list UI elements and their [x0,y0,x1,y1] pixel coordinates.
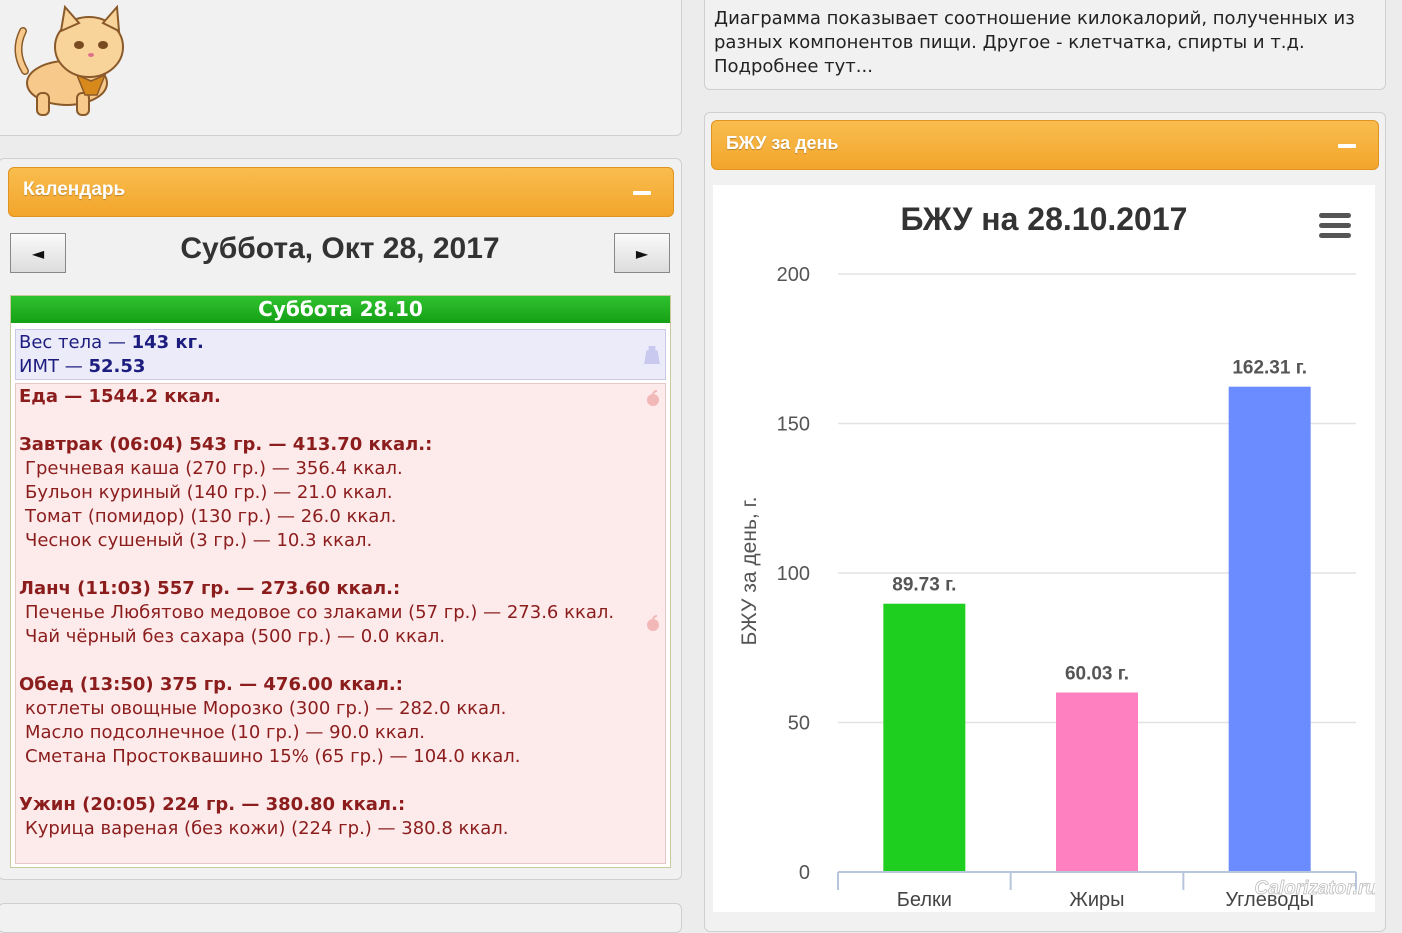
meal-item: котлеты овощные Морозко (300 гр.) — 282.… [25,698,507,719]
bar-1[interactable] [1056,692,1138,872]
y-axis-label: БЖУ за день, г. [738,496,761,645]
bar-0[interactable] [883,603,966,872]
info-panel: Диаграмма показывает соотношение килокал… [704,0,1386,90]
calendar-date: Суббота, Окт 28, 2017 [180,232,500,265]
y-tick-label: 50 [788,713,810,735]
y-tick-label: 0 [799,862,810,884]
meal-item: Сметана Простоквашино 15% (65 гр.) — 104… [25,746,521,767]
collapse-icon[interactable] [1338,144,1356,148]
meal-item: Курица вареная (без кожи) (224 гр.) — 38… [25,818,509,839]
day-header: Суббота 28.10 [11,296,670,323]
info-more-link[interactable]: Подробнее тут... [714,56,873,77]
x-tick-label: Углеводы [1225,889,1314,911]
scale-icon[interactable] [643,346,661,364]
y-tick-label: 100 [777,563,810,585]
meal-item: Гречневая каша (270 гр.) — 356.4 ккал. [25,458,403,479]
apple-icon[interactable] [645,390,661,406]
x-tick-label: Белки [897,889,952,911]
meal-item: Масло подсолнечное (10 гр.) — 90.0 ккал. [25,722,425,743]
weight-label: Вес тела — [19,332,132,353]
meal-group: Ланч (11:03) 557 гр. — 273.60 ккал.: Печ… [19,577,662,649]
collapse-icon[interactable] [633,191,651,195]
bar-2[interactable] [1228,386,1311,872]
meal-title: Ланч (11:03) 557 гр. — 273.60 ккал.: [19,578,401,599]
prev-day-button[interactable]: ◄ [10,233,66,273]
chart-title: БЖУ на 28.10.2017 [901,201,1188,237]
meal-title: Обед (13:50) 375 гр. — 476.00 ккал.: [19,674,403,695]
next-day-button[interactable]: ► [614,233,670,273]
meal-group: Обед (13:50) 375 гр. — 476.00 ккал.: кот… [19,673,662,769]
apple-icon[interactable] [645,615,661,631]
meal-item: Чай чёрный без сахара (500 гр.) — 0.0 кк… [25,626,446,647]
meal-item: Бульон куриный (140 гр.) — 21.0 ккал. [25,482,393,503]
data-label: 162.31 г. [1232,358,1307,379]
weight-value: 143 кг. [131,332,204,353]
food-block: Еда — 1544.2 ккал. Завтрак (06:04) 543 г… [15,383,666,864]
bmi-value: 52.53 [88,356,146,377]
bju-header[interactable]: БЖУ за день [711,120,1379,170]
bju-chart-svg: БЖУ на 28.10.2017 БЖУ за день, г. 0 50 100… [738,201,1375,911]
calendar-title: Календарь [23,179,126,200]
menu-icon[interactable] [1319,213,1351,238]
meal-title: Ужин (20:05) 224 гр. — 380.80 ккал.: [19,794,406,815]
next-panel [0,903,682,933]
calendar-header[interactable]: Календарь [8,167,674,217]
weight-block: Вес тела — 143 кг. ИМТ — 52.53 [15,329,666,380]
cat-avatar-icon [14,4,124,116]
info-text-line: разных компонентов пищи. Другое - клетча… [714,32,1305,53]
day-entry: Суббота 28.10 Вес тела — 143 кг. ИМТ — 5… [10,295,671,868]
info-text-line: Диаграмма показывает соотношение килокал… [714,8,1355,29]
x-tick-label: Жиры [1069,889,1124,911]
meal-group: Завтрак (06:04) 543 гр. — 413.70 ккал.: … [19,433,662,553]
meal-item: Печенье Любятово медовое со злаками (57 … [25,602,615,623]
y-tick-label: 200 [777,264,810,286]
meal-item: Чеснок сушеный (3 гр.) — 10.3 ккал. [25,530,373,551]
weight-row: Вес тела — 143 кг. [19,331,662,355]
data-label: 60.03 г. [1065,664,1129,685]
food-total: Еда — 1544.2 ккал. [19,386,221,407]
bmi-row: ИМТ — 52.53 [19,355,662,379]
bmi-label: ИМТ — [19,356,89,377]
y-tick-label: 150 [777,414,810,436]
watermark: Calorizator.ru [1255,878,1375,899]
meal-title: Завтрак (06:04) 543 гр. — 413.70 ккал.: [19,434,433,455]
bju-chart: БЖУ на 28.10.2017 БЖУ за день, г. 0 50 100… [713,185,1375,912]
avatar-panel [0,0,682,136]
data-label: 89.73 г. [892,575,956,596]
meal-item: Томат (помидор) (130 гр.) — 26.0 ккал. [25,506,397,527]
meal-group: Ужин (20:05) 224 гр. — 380.80 ккал.: Кур… [19,793,662,841]
bju-title: БЖУ за день [726,133,839,153]
